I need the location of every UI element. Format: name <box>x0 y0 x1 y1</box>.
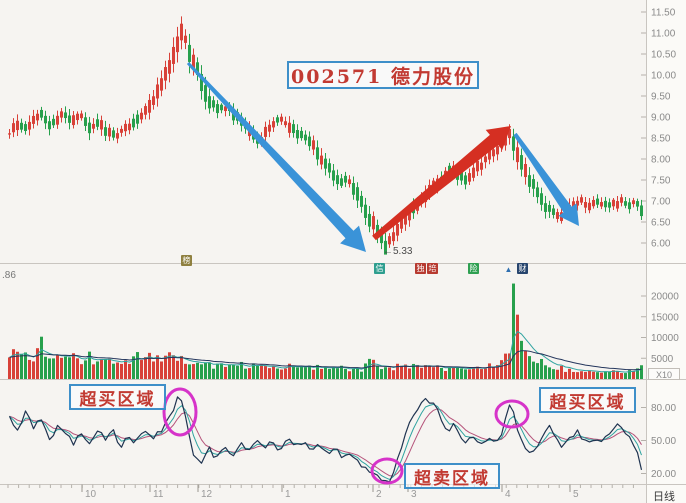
kdj-oscillator-series[interactable] <box>8 396 643 483</box>
chart-background <box>647 0 686 503</box>
svg-text:10000: 10000 <box>651 333 679 344</box>
svg-text:2: 2 <box>376 489 382 500</box>
event-marker-icon[interactable]: 险 <box>468 263 479 274</box>
drawn-trend-annotations <box>162 62 579 485</box>
svg-text:10: 10 <box>85 489 97 500</box>
event-marker-icon[interactable]: 信 <box>374 263 385 274</box>
highlight-circle <box>370 457 404 485</box>
svg-text:12: 12 <box>201 489 213 500</box>
svg-text:8.00: 8.00 <box>651 155 671 166</box>
svg-text:80.00: 80.00 <box>651 403 676 414</box>
svg-text:6.50: 6.50 <box>651 218 671 229</box>
svg-text:5: 5 <box>573 489 579 500</box>
svg-text:10.00: 10.00 <box>651 71 676 82</box>
low-price-marker: ←5.33 <box>383 246 412 257</box>
stock-code-label: 002571 德力股份 <box>287 61 479 89</box>
highlight-circle <box>494 399 530 429</box>
event-marker-icon[interactable]: 财 <box>517 263 528 274</box>
volume-indicator-partial-value: .86 <box>2 270 16 281</box>
svg-text:9.50: 9.50 <box>651 92 671 103</box>
event-marker-icon[interactable]: 独 <box>415 263 426 274</box>
svg-text:50.00: 50.00 <box>651 436 676 447</box>
svg-text:1: 1 <box>285 489 291 500</box>
svg-text:7.00: 7.00 <box>651 197 671 208</box>
event-marker-icon[interactable]: ▲ <box>504 265 513 274</box>
svg-text:5000: 5000 <box>651 354 674 365</box>
low-price-value: 5.33 <box>393 246 413 257</box>
candlestick-series[interactable] <box>8 16 643 255</box>
svg-text:8.50: 8.50 <box>651 134 671 145</box>
down-trend-arrow <box>186 62 366 252</box>
svg-text:6.00: 6.00 <box>651 239 671 250</box>
up-trend-arrow <box>372 126 511 241</box>
svg-text:10.50: 10.50 <box>651 50 676 61</box>
event-marker-icon[interactable]: 培 <box>427 263 438 274</box>
svg-text:4: 4 <box>505 489 511 500</box>
svg-text:15000: 15000 <box>651 312 679 323</box>
volume-series[interactable] <box>8 283 643 379</box>
svg-text:11.50: 11.50 <box>651 8 676 19</box>
highlight-circle <box>162 387 198 437</box>
oversold-zone-label: 超卖区域 <box>404 463 500 489</box>
svg-text:11: 11 <box>153 489 164 500</box>
volume-multiplier-badge: X10 <box>648 368 680 380</box>
low-pointer-icon: ← <box>383 246 393 257</box>
svg-text:9.00: 9.00 <box>651 113 671 124</box>
svg-text:20000: 20000 <box>651 292 679 303</box>
svg-text:11.00: 11.00 <box>651 29 676 40</box>
svg-text:20.00: 20.00 <box>651 469 676 480</box>
overbought-zone-label-left: 超买区域 <box>69 384 166 410</box>
period-daily-label[interactable]: 日线 <box>653 491 675 503</box>
event-marker-icon[interactable]: 榜 <box>181 255 192 266</box>
down-trend-arrow <box>513 132 579 226</box>
svg-text:7.50: 7.50 <box>651 176 671 187</box>
svg-text:3: 3 <box>411 489 417 500</box>
overbought-zone-label-right: 超买区域 <box>539 387 636 413</box>
